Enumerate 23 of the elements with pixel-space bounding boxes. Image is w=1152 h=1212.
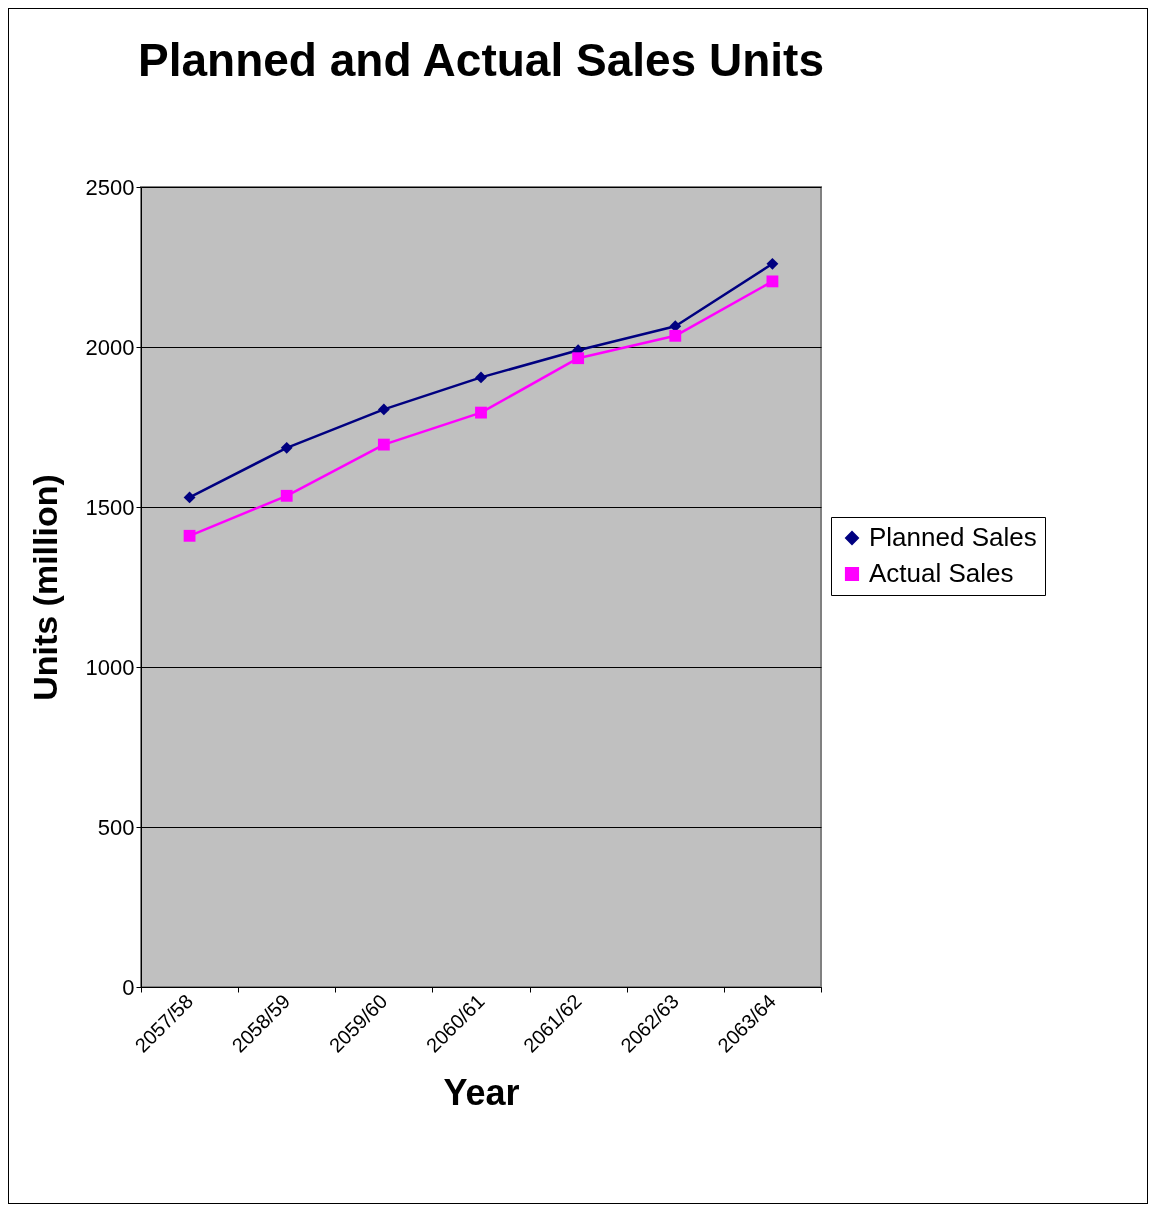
- y-tick-label: 1500: [85, 494, 135, 520]
- y-tick-label: 2000: [85, 334, 135, 360]
- point: [475, 371, 487, 384]
- point: [572, 352, 585, 365]
- point: [280, 489, 293, 502]
- legend-label: Planned Sales: [869, 522, 1037, 552]
- y-tick-label: 500: [97, 814, 135, 840]
- point: [475, 406, 487, 419]
- chart-title: Planned and Actual Sales Units: [138, 34, 824, 86]
- y-tick-label: 2500: [85, 174, 135, 200]
- point: [280, 441, 293, 454]
- point: [766, 275, 779, 288]
- point: [183, 529, 196, 542]
- point: [669, 329, 682, 342]
- y-tick-label: 1000: [85, 654, 135, 680]
- point: [766, 257, 779, 270]
- legend-label: Actual Sales: [869, 558, 1014, 588]
- y-axis-title: Units (million): [25, 474, 64, 701]
- point: [183, 491, 196, 504]
- point: [377, 403, 390, 416]
- x-axis-title: Year: [443, 1071, 520, 1113]
- point: [377, 438, 390, 451]
- y-tick-label: 0: [122, 974, 135, 1000]
